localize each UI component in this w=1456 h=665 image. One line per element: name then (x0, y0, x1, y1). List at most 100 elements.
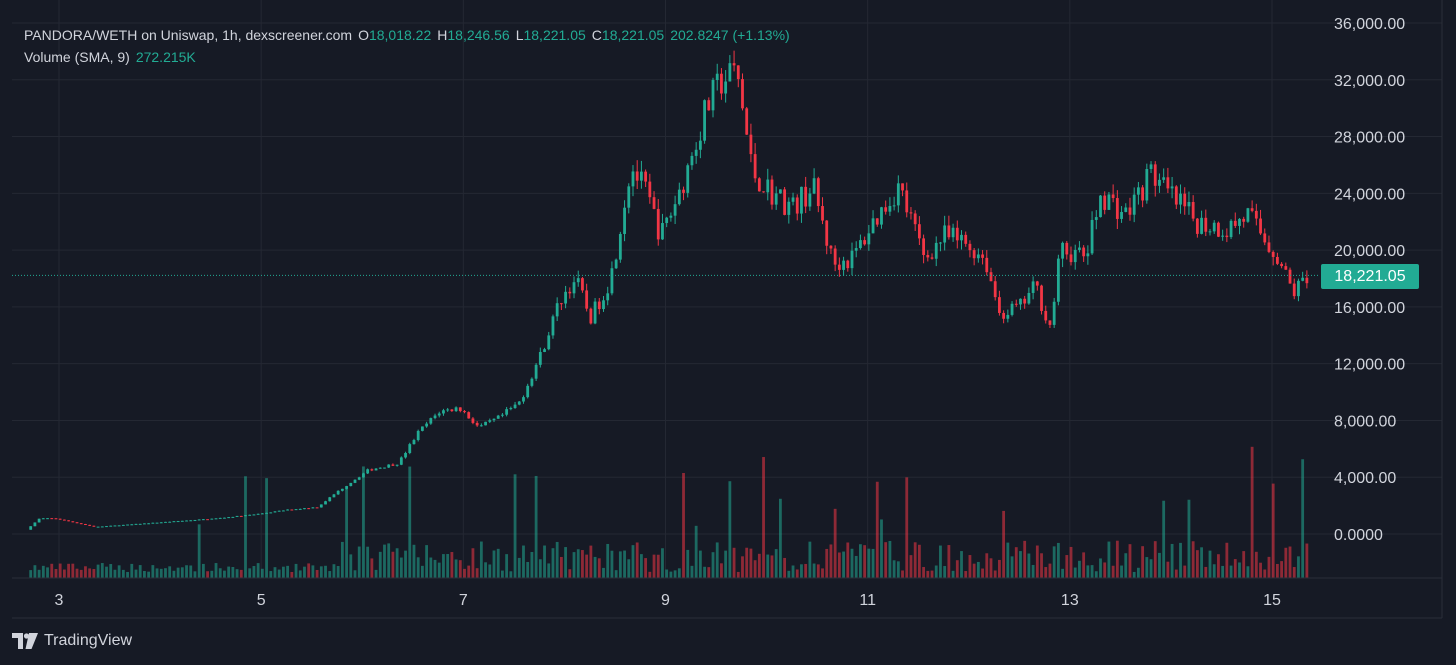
volume-bar (185, 565, 188, 578)
volume-bar (656, 554, 660, 578)
volume-bar (715, 542, 719, 578)
candle-body (715, 73, 719, 81)
volume-bar (661, 548, 664, 578)
x-tick-label: 3 (55, 592, 64, 609)
volume-bar (492, 550, 496, 578)
candle-body (783, 189, 787, 215)
candle-body (1141, 187, 1145, 201)
volume-bar (690, 565, 694, 578)
candle-body (1217, 222, 1220, 237)
candle-body (298, 508, 302, 510)
candle-body (652, 197, 656, 209)
volume-bar (1280, 561, 1284, 578)
candle-body (1035, 281, 1039, 286)
candle-body (420, 426, 424, 431)
volume-bar (1250, 446, 1254, 578)
volume-bar (172, 570, 176, 578)
volume-bar (568, 569, 572, 578)
candle-body (661, 223, 664, 240)
volume-bar (652, 554, 656, 578)
candle-body (551, 316, 555, 336)
volume-bar (618, 551, 622, 578)
volume-bar (92, 569, 96, 578)
volume-bars (29, 446, 1309, 578)
candle-body (450, 409, 454, 412)
volume-bar (1107, 541, 1111, 578)
volume-bar (366, 546, 370, 578)
candle-body (113, 525, 117, 527)
candle-body (1149, 164, 1153, 169)
candle-body (623, 207, 626, 234)
volume-bar (164, 568, 167, 578)
volume-bar (1259, 562, 1262, 578)
volume-bar (762, 457, 765, 578)
volume-bar (720, 563, 723, 578)
volume-bar (387, 543, 391, 578)
candle-body (446, 409, 450, 411)
y-axis: 36,000.00 32,000.00 28,000.00 24,000.00 20,0… (1334, 16, 1405, 544)
volume-bar (1267, 556, 1271, 578)
candle-body (366, 469, 370, 474)
candle-body (1305, 277, 1309, 284)
candle-body (1040, 285, 1043, 311)
volume-bar (1183, 565, 1187, 578)
volume-bar (1061, 568, 1064, 578)
candle-body (778, 189, 782, 194)
volume-bar (450, 552, 454, 578)
candle-body (1044, 310, 1048, 321)
tradingview-logo[interactable]: TradingView (12, 632, 132, 650)
candle-body (244, 515, 247, 517)
candles (29, 50, 1309, 530)
candle-body (1179, 193, 1182, 205)
volume-bar (543, 545, 546, 578)
candle-body (555, 303, 559, 317)
candle-body (1301, 277, 1305, 281)
candle-body (800, 186, 803, 214)
volume-bar (930, 570, 934, 578)
candle-body (690, 155, 694, 166)
volume-bar (62, 569, 66, 578)
candle-body (943, 225, 947, 243)
candle-body (1099, 195, 1102, 218)
volume-bar (559, 556, 563, 578)
volume-bar (315, 569, 319, 578)
volume-bar (1170, 543, 1174, 578)
candle-body (1145, 168, 1149, 201)
volume-bar (627, 559, 631, 578)
volume-bar (1195, 550, 1199, 578)
candle-body (1263, 233, 1267, 243)
candle-body (1242, 218, 1246, 222)
candle-body (871, 218, 875, 234)
volume-bar (1094, 571, 1098, 578)
candle-body (1056, 258, 1060, 302)
volume-bar (425, 545, 429, 578)
volume-bar (1153, 541, 1157, 578)
candle-body (589, 308, 593, 324)
volume-bar (1086, 565, 1090, 578)
volume-label[interactable]: Volume (SMA, 9) (24, 49, 130, 65)
volume-bar (922, 567, 925, 578)
volume-bar (193, 571, 197, 578)
candle-body (648, 181, 652, 198)
volume-bar (197, 524, 201, 578)
candle-body (488, 420, 492, 422)
volume-bar (850, 548, 854, 578)
candle-body (121, 524, 125, 526)
tradingview-logo-icon (12, 633, 38, 649)
candle-body (564, 291, 567, 304)
symbol-title[interactable]: PANDORA/WETH on Uniswap, 1h, dexscreener… (24, 27, 353, 43)
candle-body (559, 303, 563, 305)
volume-bar (467, 565, 471, 578)
volume-bar (1103, 562, 1107, 578)
volume-bar (530, 551, 534, 578)
volume-bar (943, 566, 947, 578)
candle-body (627, 186, 631, 208)
candle-body (939, 242, 942, 244)
volume-bar (892, 560, 896, 578)
volume-bar (126, 571, 129, 578)
candle-body (1162, 177, 1166, 180)
candle-body (1187, 202, 1191, 207)
candle-body (640, 171, 643, 181)
volume-bar (509, 571, 513, 578)
